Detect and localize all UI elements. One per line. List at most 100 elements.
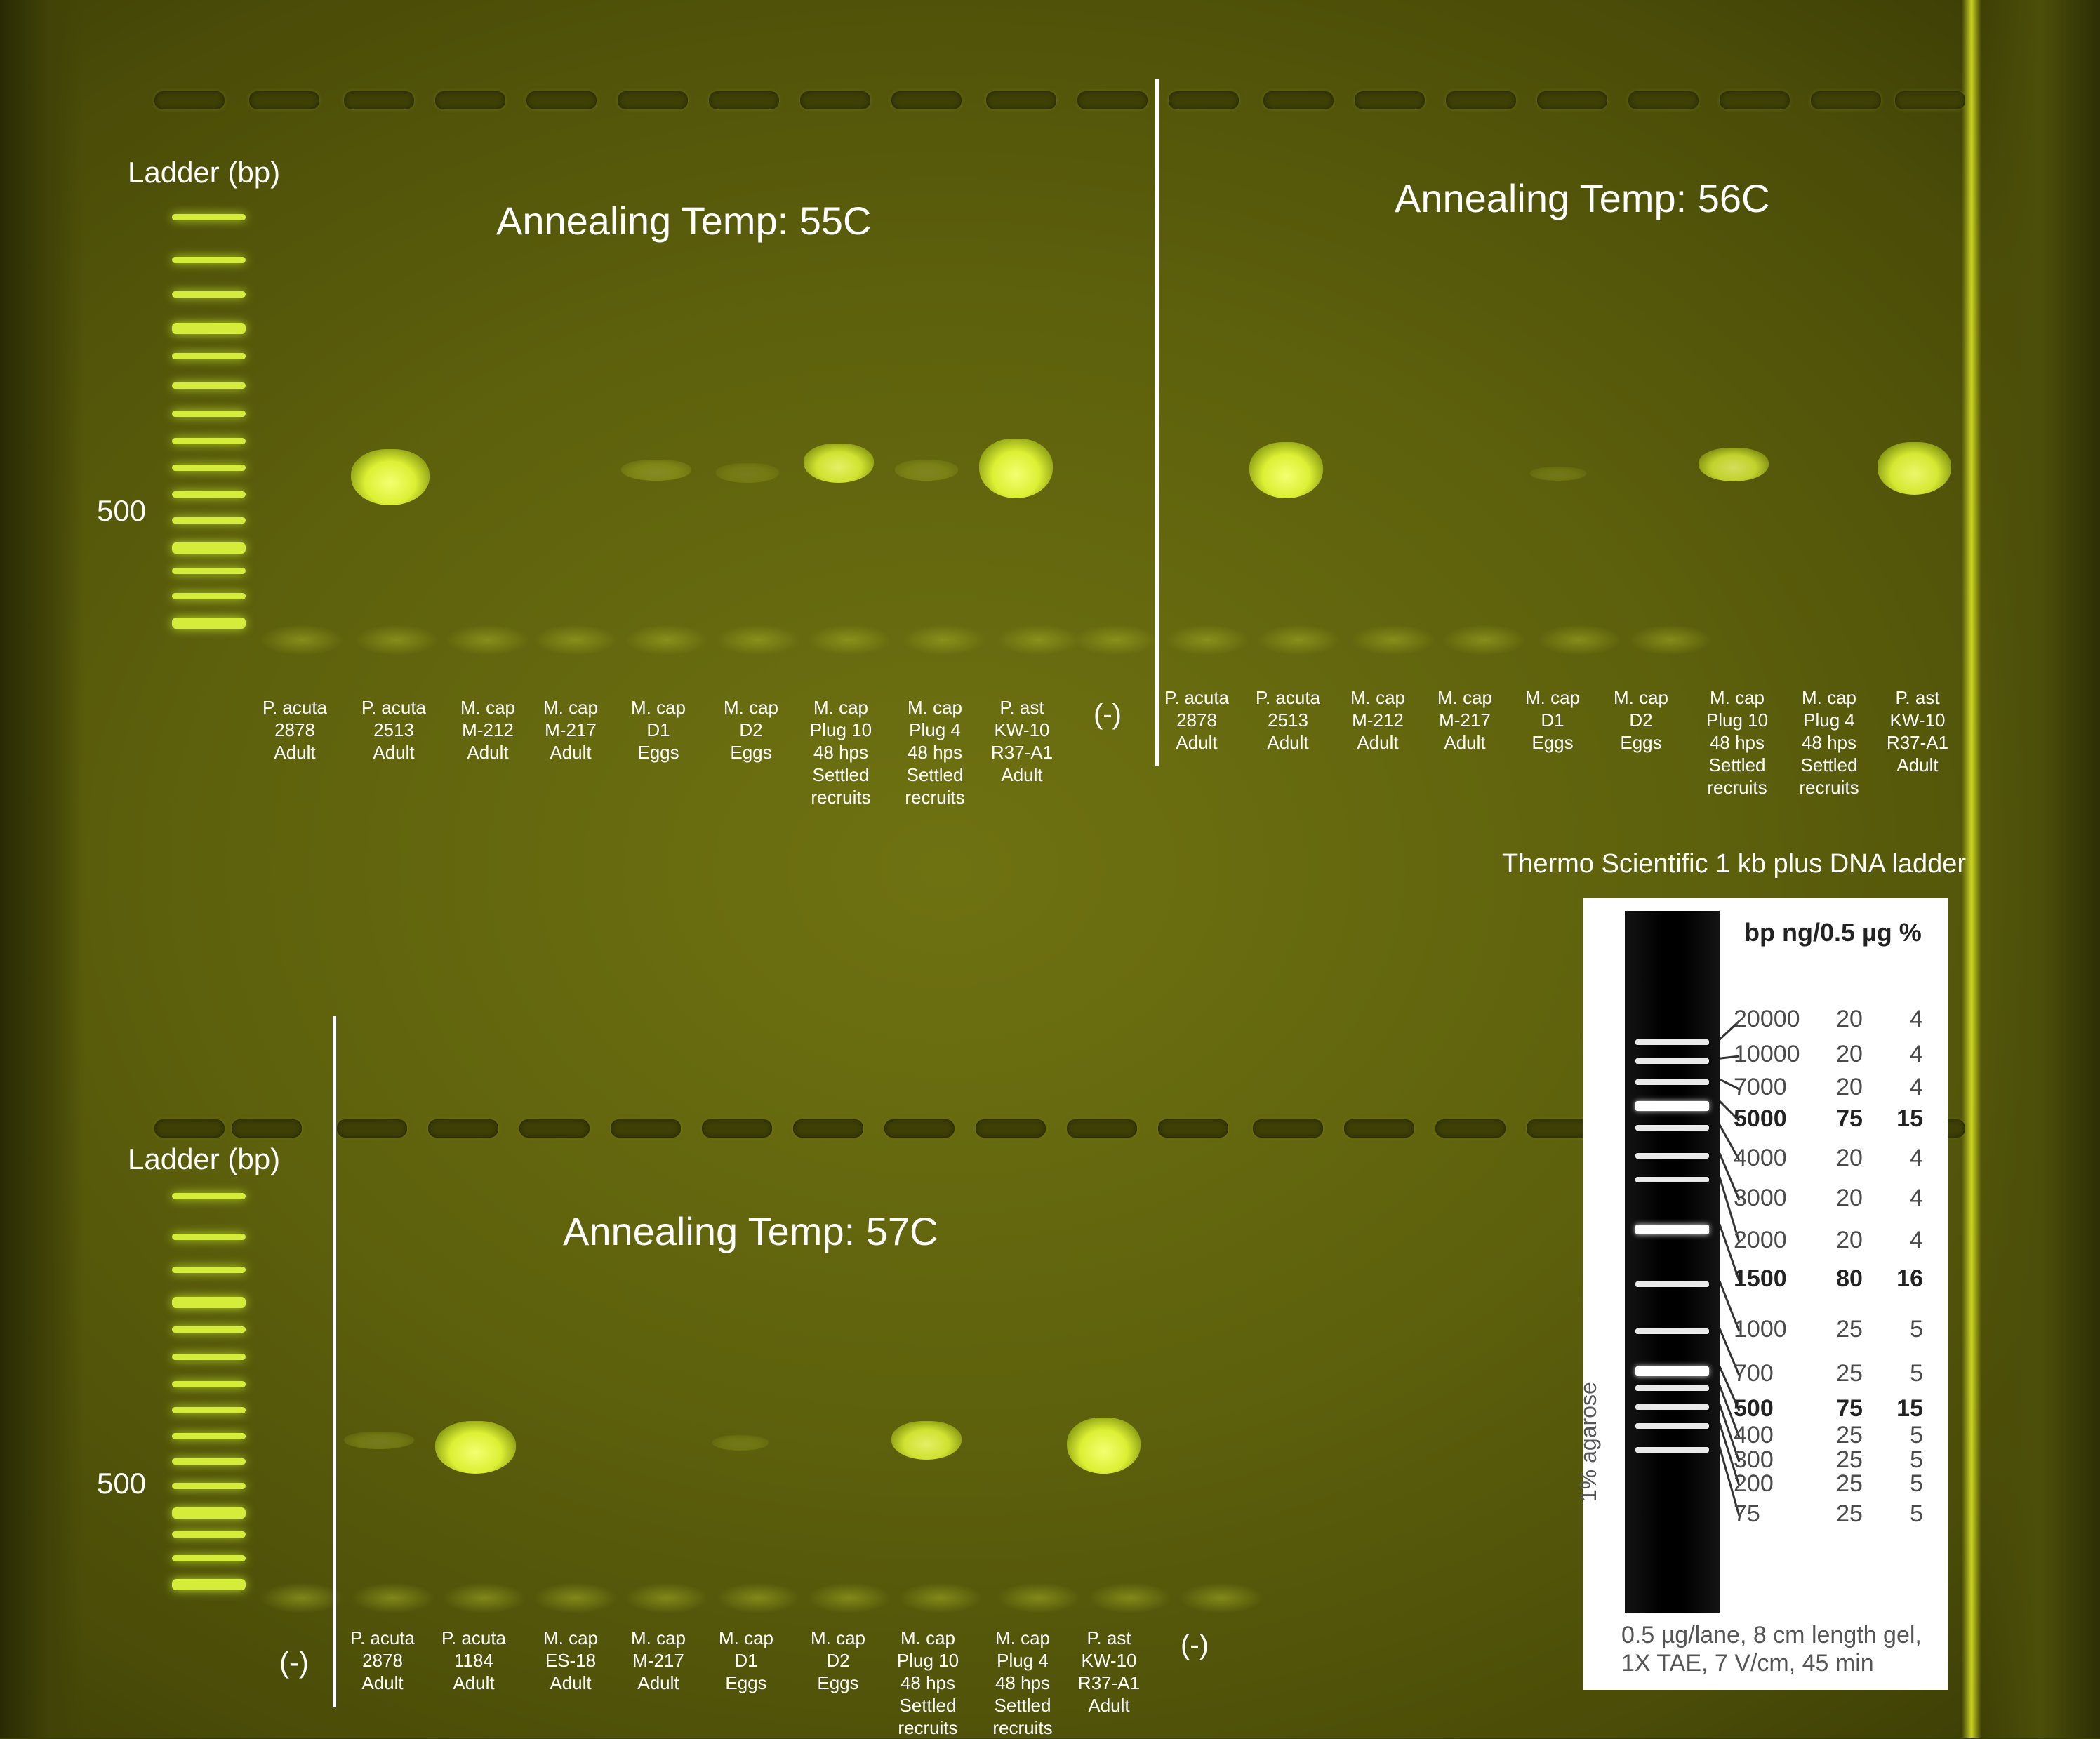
well-top bbox=[249, 91, 319, 109]
lane-label: P. acuta 1184 Adult bbox=[428, 1627, 519, 1694]
well-top bbox=[891, 91, 962, 109]
lane-label-line: D2 bbox=[739, 719, 763, 740]
reference-row: 1000 25 5 bbox=[1734, 1316, 1923, 1343]
primer-dimer bbox=[625, 625, 709, 655]
primer-dimer bbox=[902, 625, 986, 655]
reference-band bbox=[1635, 1124, 1709, 1131]
lane-label-line: P. acuta bbox=[1255, 687, 1321, 708]
lane-label: M. cap Plug 4 48 hps Settled recruits bbox=[1783, 686, 1875, 799]
reference-cell-ng: 20 bbox=[1836, 1041, 1863, 1067]
reference-leader-line bbox=[1720, 1404, 1741, 1463]
pcr-band bbox=[712, 1435, 769, 1451]
lane-label-line: 48 hps bbox=[995, 1672, 1051, 1693]
reference-band bbox=[1635, 1224, 1709, 1234]
reference-leader-line bbox=[1720, 1176, 1741, 1243]
well-top bbox=[1720, 91, 1790, 109]
reference-cell-ng: 25 bbox=[1836, 1500, 1863, 1527]
lane-label: M. cap D2 Eggs bbox=[1595, 686, 1687, 754]
reference-cell-ng: 25 bbox=[1836, 1360, 1863, 1387]
reference-cell-bp: 1500 bbox=[1734, 1265, 1787, 1292]
well-bottom bbox=[1067, 1119, 1137, 1138]
lane-label-line: M-212 bbox=[462, 719, 514, 740]
well-bottom bbox=[1158, 1119, 1228, 1138]
lane-label-line: P. acuta bbox=[361, 697, 427, 718]
reference-cell-bp: 4000 bbox=[1734, 1145, 1787, 1171]
primer-dimer bbox=[533, 625, 618, 655]
reference-leader-line bbox=[1720, 1124, 1741, 1161]
reference-cell-ng: 25 bbox=[1836, 1446, 1863, 1473]
lane-label: P. acuta 2878 Adult bbox=[337, 1627, 428, 1694]
lane-label-line: 2878 bbox=[274, 719, 315, 740]
well-top bbox=[1537, 91, 1607, 109]
well-top bbox=[435, 91, 505, 109]
lane-label-line: D2 bbox=[826, 1650, 850, 1671]
well-top bbox=[709, 91, 779, 109]
lane-label: M. cap M-217 Adult bbox=[525, 696, 616, 764]
lane-label-line: 2878 bbox=[362, 1650, 403, 1671]
reference-cell-ng: 20 bbox=[1836, 1227, 1863, 1253]
well-bottom bbox=[884, 1119, 955, 1138]
well-bottom bbox=[976, 1119, 1046, 1138]
primer-dimer bbox=[1537, 625, 1621, 655]
ladder-band bbox=[172, 568, 246, 575]
pcr-band bbox=[895, 460, 958, 481]
lane-label-line: Settled bbox=[812, 764, 870, 785]
reference-cell-ng: 25 bbox=[1836, 1422, 1863, 1448]
ladder-band bbox=[172, 1380, 246, 1387]
well-top bbox=[986, 91, 1056, 109]
reference-leader-line bbox=[1720, 1055, 1740, 1060]
reference-band bbox=[1635, 1385, 1709, 1391]
lane-label-line: M. cap bbox=[718, 1627, 774, 1648]
ladder-band bbox=[172, 465, 246, 472]
ladder-label-bottom: Ladder (bp) bbox=[128, 1142, 281, 1175]
primer-dimer bbox=[1088, 1583, 1172, 1613]
well-bottom bbox=[1253, 1119, 1323, 1138]
reference-leader-line bbox=[1720, 1328, 1741, 1376]
pcr-band bbox=[716, 463, 779, 483]
ladder-band bbox=[172, 592, 246, 599]
divider-upper bbox=[1155, 79, 1159, 766]
ladder-band bbox=[172, 618, 246, 629]
marker-500-bottom: 500 bbox=[97, 1467, 147, 1500]
primer-dimer bbox=[997, 1583, 1081, 1613]
reference-leader-line bbox=[1720, 1385, 1741, 1438]
lane-label-line: recruits bbox=[992, 1717, 1053, 1738]
ladder-band bbox=[172, 1507, 246, 1519]
lane-label-line: Settled bbox=[1708, 754, 1766, 775]
reference-cell-bp: 75 bbox=[1734, 1500, 1760, 1527]
lane-label: M. cap Plug 10 48 hps Settled recruits bbox=[1692, 686, 1783, 799]
ladder-band bbox=[172, 1326, 246, 1333]
lane-label-line: Adult bbox=[1001, 764, 1043, 785]
reference-row: 10000 20 4 bbox=[1734, 1041, 1923, 1068]
lane-label-line: Adult bbox=[373, 742, 415, 763]
lane-label-line: Settled bbox=[906, 764, 964, 785]
reference-cell-bp: 1000 bbox=[1734, 1316, 1787, 1342]
lane-label-line: Adult bbox=[1176, 732, 1218, 753]
reference-cell-bp: 7000 bbox=[1734, 1074, 1787, 1100]
pcr-band bbox=[344, 1432, 414, 1449]
lane-label-line: 48 hps bbox=[813, 742, 869, 763]
lane-label-line: P. acuta bbox=[350, 1627, 416, 1648]
reference-cell-ng: 20 bbox=[1836, 1074, 1863, 1100]
reference-lane bbox=[1625, 911, 1720, 1613]
reference-row: 2000 20 4 bbox=[1734, 1227, 1923, 1254]
primer-dimer bbox=[807, 625, 891, 655]
lane-label-line: Plug 10 bbox=[1706, 709, 1769, 731]
lane-label: M. cap M-217 Adult bbox=[613, 1627, 704, 1694]
lane-label: P. acuta 2878 Adult bbox=[1151, 686, 1242, 754]
reference-cell-pc: 4 bbox=[1910, 1041, 1923, 1067]
lane-label-line: M. cap bbox=[810, 1627, 866, 1648]
reference-cell-pc: 15 bbox=[1896, 1105, 1923, 1132]
reference-band bbox=[1635, 1423, 1709, 1429]
reference-band bbox=[1635, 1058, 1709, 1065]
lane-label-line: M. cap bbox=[995, 1627, 1051, 1648]
reference-cell-bp: 3000 bbox=[1734, 1185, 1787, 1211]
reference-cell-ng: 25 bbox=[1836, 1316, 1863, 1342]
primer-dimer bbox=[354, 625, 439, 655]
reference-row: 700 25 5 bbox=[1734, 1360, 1923, 1387]
reference-leader-lines bbox=[1720, 1020, 1741, 1517]
lane-label-line: Eggs bbox=[730, 742, 772, 763]
lane-label: (-) bbox=[1062, 700, 1153, 728]
lane-label-line: Settled bbox=[994, 1695, 1051, 1716]
lane-label-line: KW-10 bbox=[994, 719, 1050, 740]
